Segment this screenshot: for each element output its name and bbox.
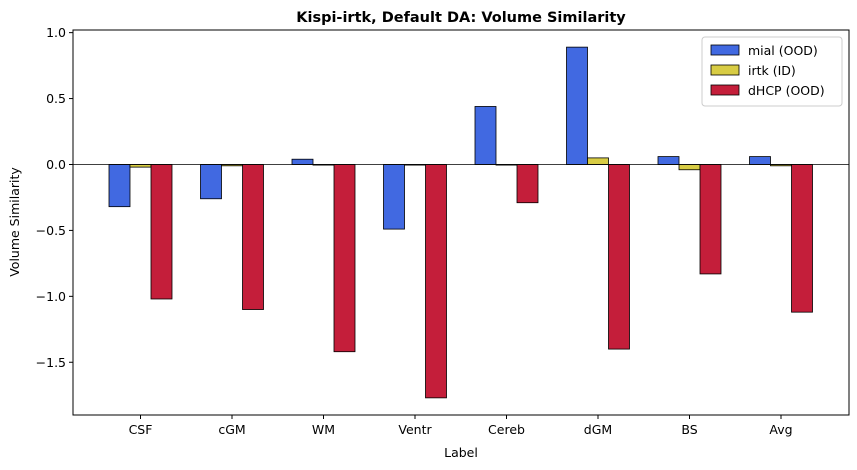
- x-axis-label: Label: [444, 445, 478, 460]
- bar-bs-series-3: [699, 164, 722, 275]
- x-tick-label: BS: [681, 422, 697, 437]
- bar-cereb-series-3: [516, 164, 539, 204]
- y-tick-label: −1.0: [36, 289, 66, 304]
- y-axis-label: Volume Similarity: [7, 167, 22, 277]
- x-tick-label: Cereb: [488, 422, 525, 437]
- y-axis: 1.0 0.5 0.0 −0.5 −1.0 −1.5: [36, 25, 73, 370]
- y-tick-label: 1.0: [46, 25, 66, 40]
- legend: mial (OOD) irtk (ID) dHCP (OOD): [701, 36, 843, 107]
- bar-cgm-series-3: [242, 164, 264, 310]
- bar-dgm-series-3: [608, 164, 630, 350]
- bar-dgm-series-1: [566, 46, 588, 165]
- x-tick-label: dGM: [584, 422, 612, 437]
- x-axis: CSF cGM WM Ventr Cereb dGM BS Avg: [129, 415, 793, 437]
- legend-swatch: [710, 44, 740, 56]
- legend-label: mial (OOD): [748, 43, 818, 58]
- legend-swatch: [710, 84, 740, 96]
- bar-wm-series-1: [291, 158, 314, 165]
- bar-cgm-series-1: [200, 164, 222, 200]
- bar-ventr-series-3: [425, 164, 447, 399]
- legend-swatch: [710, 64, 740, 76]
- bar-wm-series-3: [333, 164, 356, 353]
- plot-area: [73, 46, 849, 399]
- legend-label: irtk (ID): [748, 63, 796, 78]
- plot-frame: [72, 29, 850, 416]
- x-tick-label: CSF: [129, 422, 153, 437]
- y-tick-label: 0.0: [46, 157, 66, 172]
- y-tick-label: 0.5: [46, 91, 66, 106]
- bar-bs-series-1: [657, 156, 680, 165]
- bar-ventr-series-1: [383, 164, 405, 230]
- x-tick-label: WM: [312, 422, 335, 437]
- legend-label: dHCP (OOD): [748, 83, 825, 98]
- bar-dgm-series-2: [587, 157, 609, 165]
- y-tick-label: −1.5: [36, 355, 66, 370]
- bar-avg-series-1: [749, 156, 771, 165]
- bar-cereb-series-1: [474, 106, 497, 165]
- bar-avg-series-3: [791, 164, 813, 313]
- x-tick-label: cGM: [218, 422, 245, 437]
- bar-csf-series-3: [150, 164, 173, 300]
- bar-bs-series-2: [678, 164, 701, 171]
- y-tick-label: −0.5: [36, 223, 66, 238]
- bar-csf-series-1: [108, 164, 131, 208]
- x-tick-label: Ventr: [398, 422, 432, 437]
- x-tick-label: Avg: [769, 422, 792, 437]
- chart-title: Kispi-irtk, Default DA: Volume Similarit…: [296, 10, 626, 26]
